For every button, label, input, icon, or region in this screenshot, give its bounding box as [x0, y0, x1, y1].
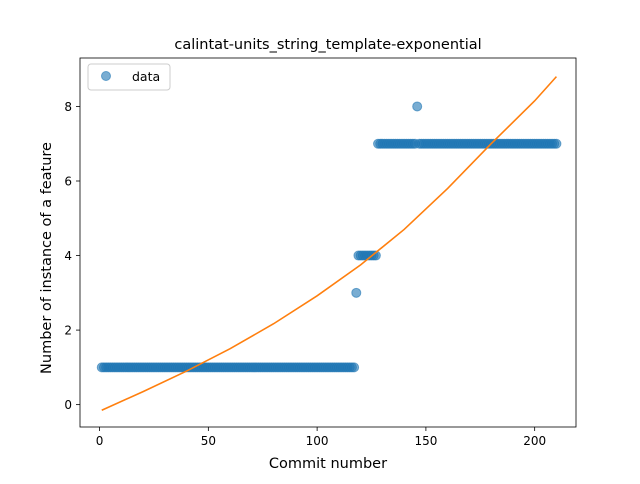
data-point: [349, 362, 360, 373]
legend-label: data: [132, 69, 160, 84]
legend-box: [87, 63, 171, 91]
data-point: [551, 138, 562, 149]
legend: data: [87, 63, 171, 91]
axes-frame: [79, 57, 577, 428]
legend-marker: [101, 71, 111, 81]
x-tick-label: 50: [201, 434, 216, 448]
y-tick-label: 4: [64, 249, 72, 263]
x-tick-label: 200: [523, 434, 546, 448]
y-tick-label: 6: [64, 175, 72, 189]
y-tick-label: 0: [64, 398, 72, 412]
plot-area: 0 50 100 150 200 0 2 4 6 8: [64, 57, 577, 448]
data-point: [412, 101, 423, 112]
y-axis-label: Number of instance of a feature: [39, 142, 55, 374]
fit-line: [101, 76, 558, 411]
x-axis-label: Commit number: [269, 456, 387, 472]
x-tick-label: 100: [306, 434, 329, 448]
data-point: [351, 287, 362, 298]
x-tick-label: 150: [414, 434, 437, 448]
y-tick-label: 8: [64, 100, 72, 114]
x-tick-label: 0: [96, 434, 104, 448]
y-tick-label: 2: [64, 324, 72, 338]
chart-title: calintat-units_string_template-exponenti…: [174, 37, 481, 53]
